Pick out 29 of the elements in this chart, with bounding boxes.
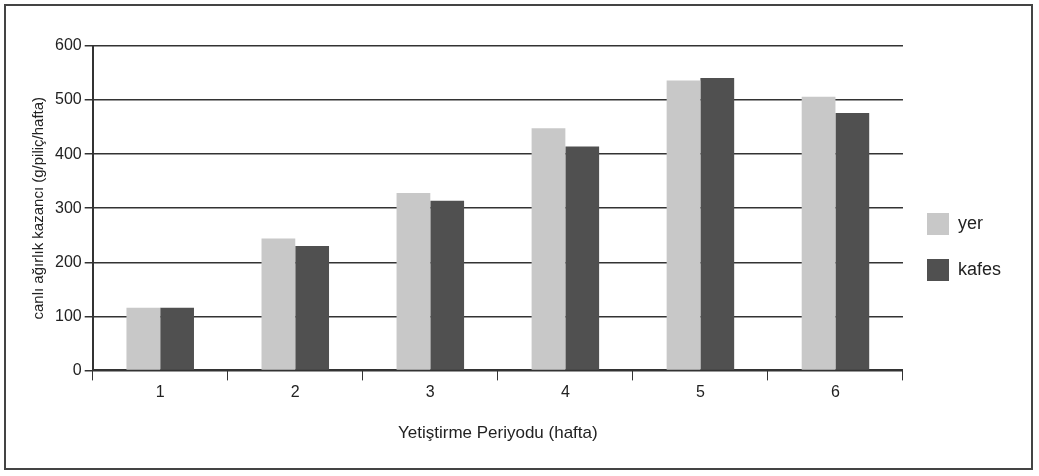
y-tick-label: 0 xyxy=(72,360,82,378)
bar xyxy=(700,77,735,370)
bar xyxy=(261,238,296,370)
y-tick-label: 300 xyxy=(54,198,82,216)
y-axis-title: canlı ağırlık kazancı (g/piliç/hafta) xyxy=(29,96,47,320)
y-tick-label: 600 xyxy=(54,36,82,54)
x-tick-label: 2 xyxy=(290,383,300,401)
x-tick-label: 1 xyxy=(155,383,165,401)
x-axis-title: Yetiştirme Periyodu (hafta) xyxy=(397,423,598,443)
x-tick-label: 3 xyxy=(425,383,435,401)
bar xyxy=(531,128,566,370)
y-tick-label: 500 xyxy=(54,90,82,108)
bar xyxy=(160,307,194,370)
y-tick-label: 400 xyxy=(54,144,82,162)
bar xyxy=(565,146,600,370)
bar xyxy=(801,96,836,370)
x-tick-label: 5 xyxy=(695,383,705,401)
bar xyxy=(666,80,701,370)
x-tick-label: 4 xyxy=(560,383,570,401)
legend-label: kafes xyxy=(957,258,1002,279)
legend-label: yer xyxy=(957,212,983,233)
x-tick-label: 6 xyxy=(831,383,840,401)
y-tick-label: 100 xyxy=(54,306,82,324)
bar xyxy=(396,193,431,370)
y-tick-label: 200 xyxy=(54,252,82,270)
bar xyxy=(430,200,465,370)
bar xyxy=(295,246,330,370)
bar xyxy=(835,113,870,370)
bar xyxy=(126,307,161,370)
